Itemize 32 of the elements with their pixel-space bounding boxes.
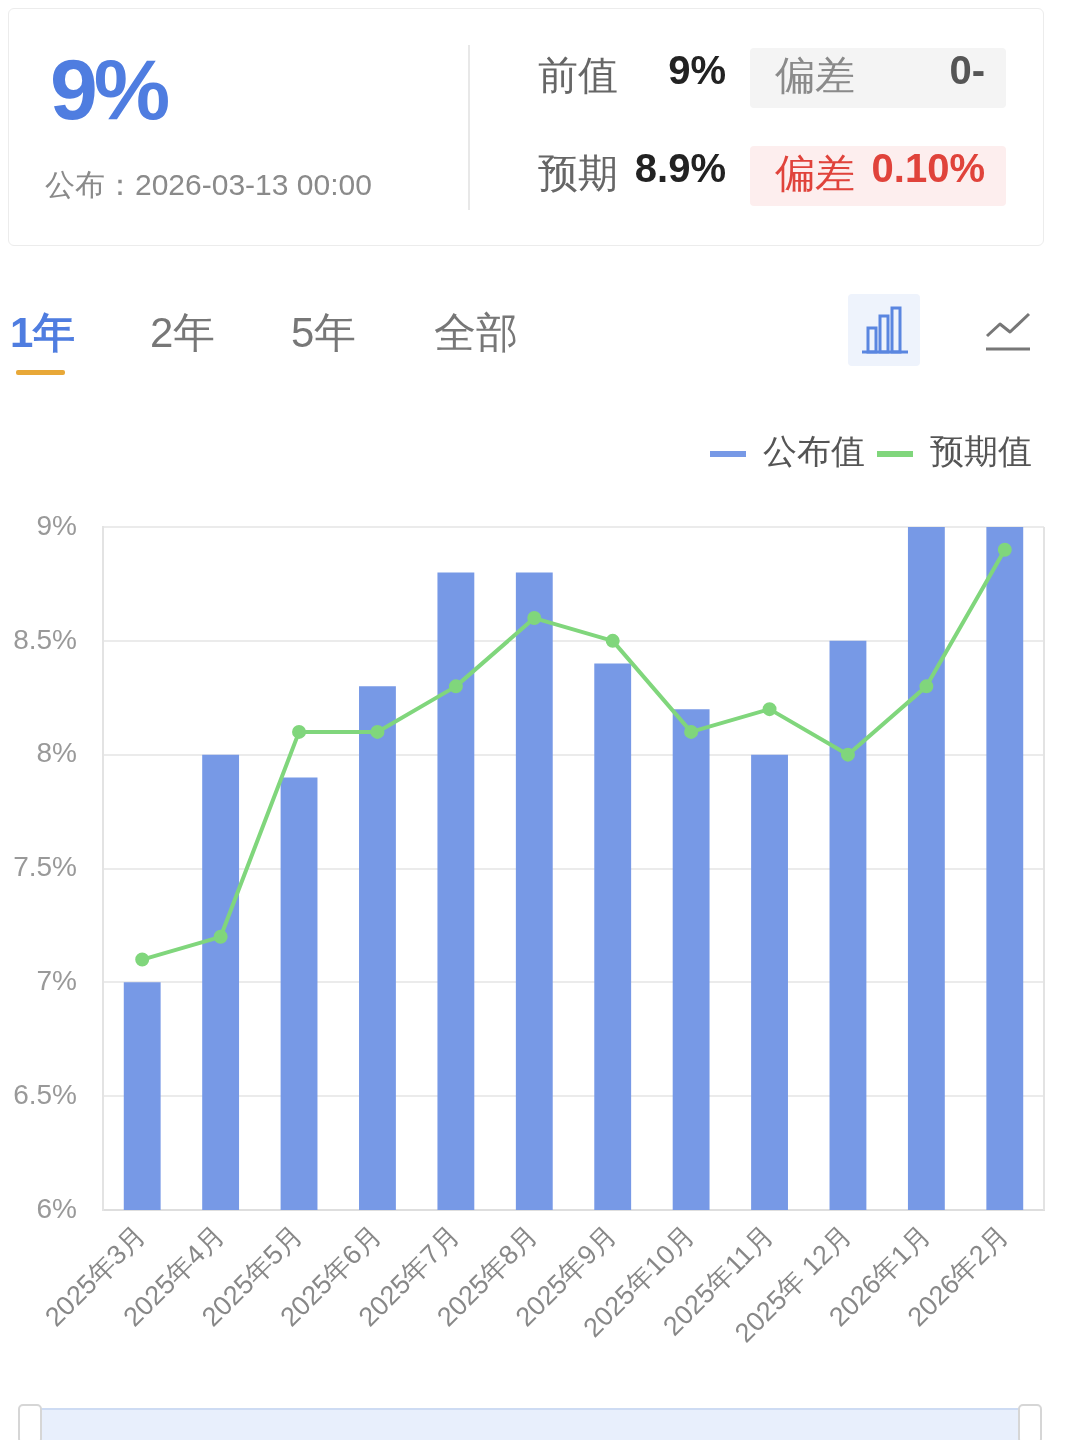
text: 前值 — [538, 52, 618, 99]
text: 预期 — [538, 150, 618, 197]
point — [840, 747, 855, 762]
point — [527, 611, 542, 626]
text: 5年 — [291, 308, 357, 356]
legend-label: 预期值 — [930, 432, 1032, 471]
point — [762, 702, 777, 717]
y-tick-label: 6% — [36, 1192, 77, 1224]
point — [997, 542, 1012, 557]
point — [213, 929, 228, 944]
text: 8.9% — [634, 146, 726, 192]
text: 全部 — [434, 308, 518, 356]
point — [919, 679, 934, 694]
text: 1年 — [10, 308, 76, 356]
point — [684, 724, 699, 739]
point — [292, 724, 307, 739]
point — [135, 952, 150, 967]
point — [448, 679, 463, 694]
y-tick-label: 8% — [36, 737, 77, 769]
badge: 偏差 0- — [750, 48, 1006, 108]
text: 2年 — [150, 308, 216, 356]
y-tick-label: 8.5% — [13, 623, 77, 655]
y-tick-label: 6.5% — [13, 1078, 77, 1110]
y-tick-label: 7.5% — [13, 851, 77, 883]
text: 9% — [668, 48, 726, 94]
y-tick-label: 7% — [36, 965, 77, 997]
point — [370, 724, 385, 739]
point — [605, 633, 620, 648]
legend-label: 公布值 — [763, 432, 865, 471]
y-tick-label: 9% — [36, 509, 77, 541]
text: 公布：2026-03-13 00:00 — [45, 167, 372, 203]
badge: 偏差 0.10% — [750, 146, 1006, 206]
